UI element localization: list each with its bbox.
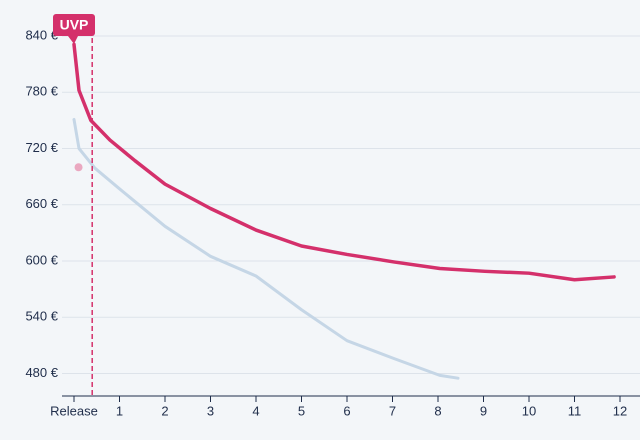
x-tick-label: 9	[480, 403, 487, 418]
y-tick-label: 540 €	[25, 309, 58, 324]
x-tick-label: 10	[522, 403, 536, 418]
annotation-pointer	[68, 36, 78, 44]
series-line	[72, 117, 460, 380]
y-tick-label: 840 €	[25, 27, 58, 42]
point	[74, 163, 83, 172]
annotation-badge	[53, 14, 95, 36]
y-tick-label: 720 €	[25, 140, 58, 155]
x-tick-label: 12	[613, 403, 627, 418]
x-tick-label: 2	[161, 403, 168, 418]
y-tick-label: 780 €	[25, 84, 58, 99]
x-tick-label: 7	[389, 403, 396, 418]
annotation-label: UVP	[60, 17, 89, 33]
x-tick-label: 6	[343, 403, 350, 418]
y-tick-label: 480 €	[25, 365, 58, 380]
x-tick-label: 11	[568, 403, 582, 418]
x-tick-label: 4	[252, 403, 259, 418]
y-tick-label: 600 €	[25, 252, 58, 267]
y-tick-label: 660 €	[25, 196, 58, 211]
x-tick-label: 8	[434, 403, 441, 418]
x-tick-label: 5	[298, 403, 305, 418]
x-tick-label: 1	[116, 403, 123, 418]
x-tick-label: 3	[207, 403, 214, 418]
x-tick-label: Release	[50, 403, 98, 418]
series-line	[72, 42, 616, 282]
